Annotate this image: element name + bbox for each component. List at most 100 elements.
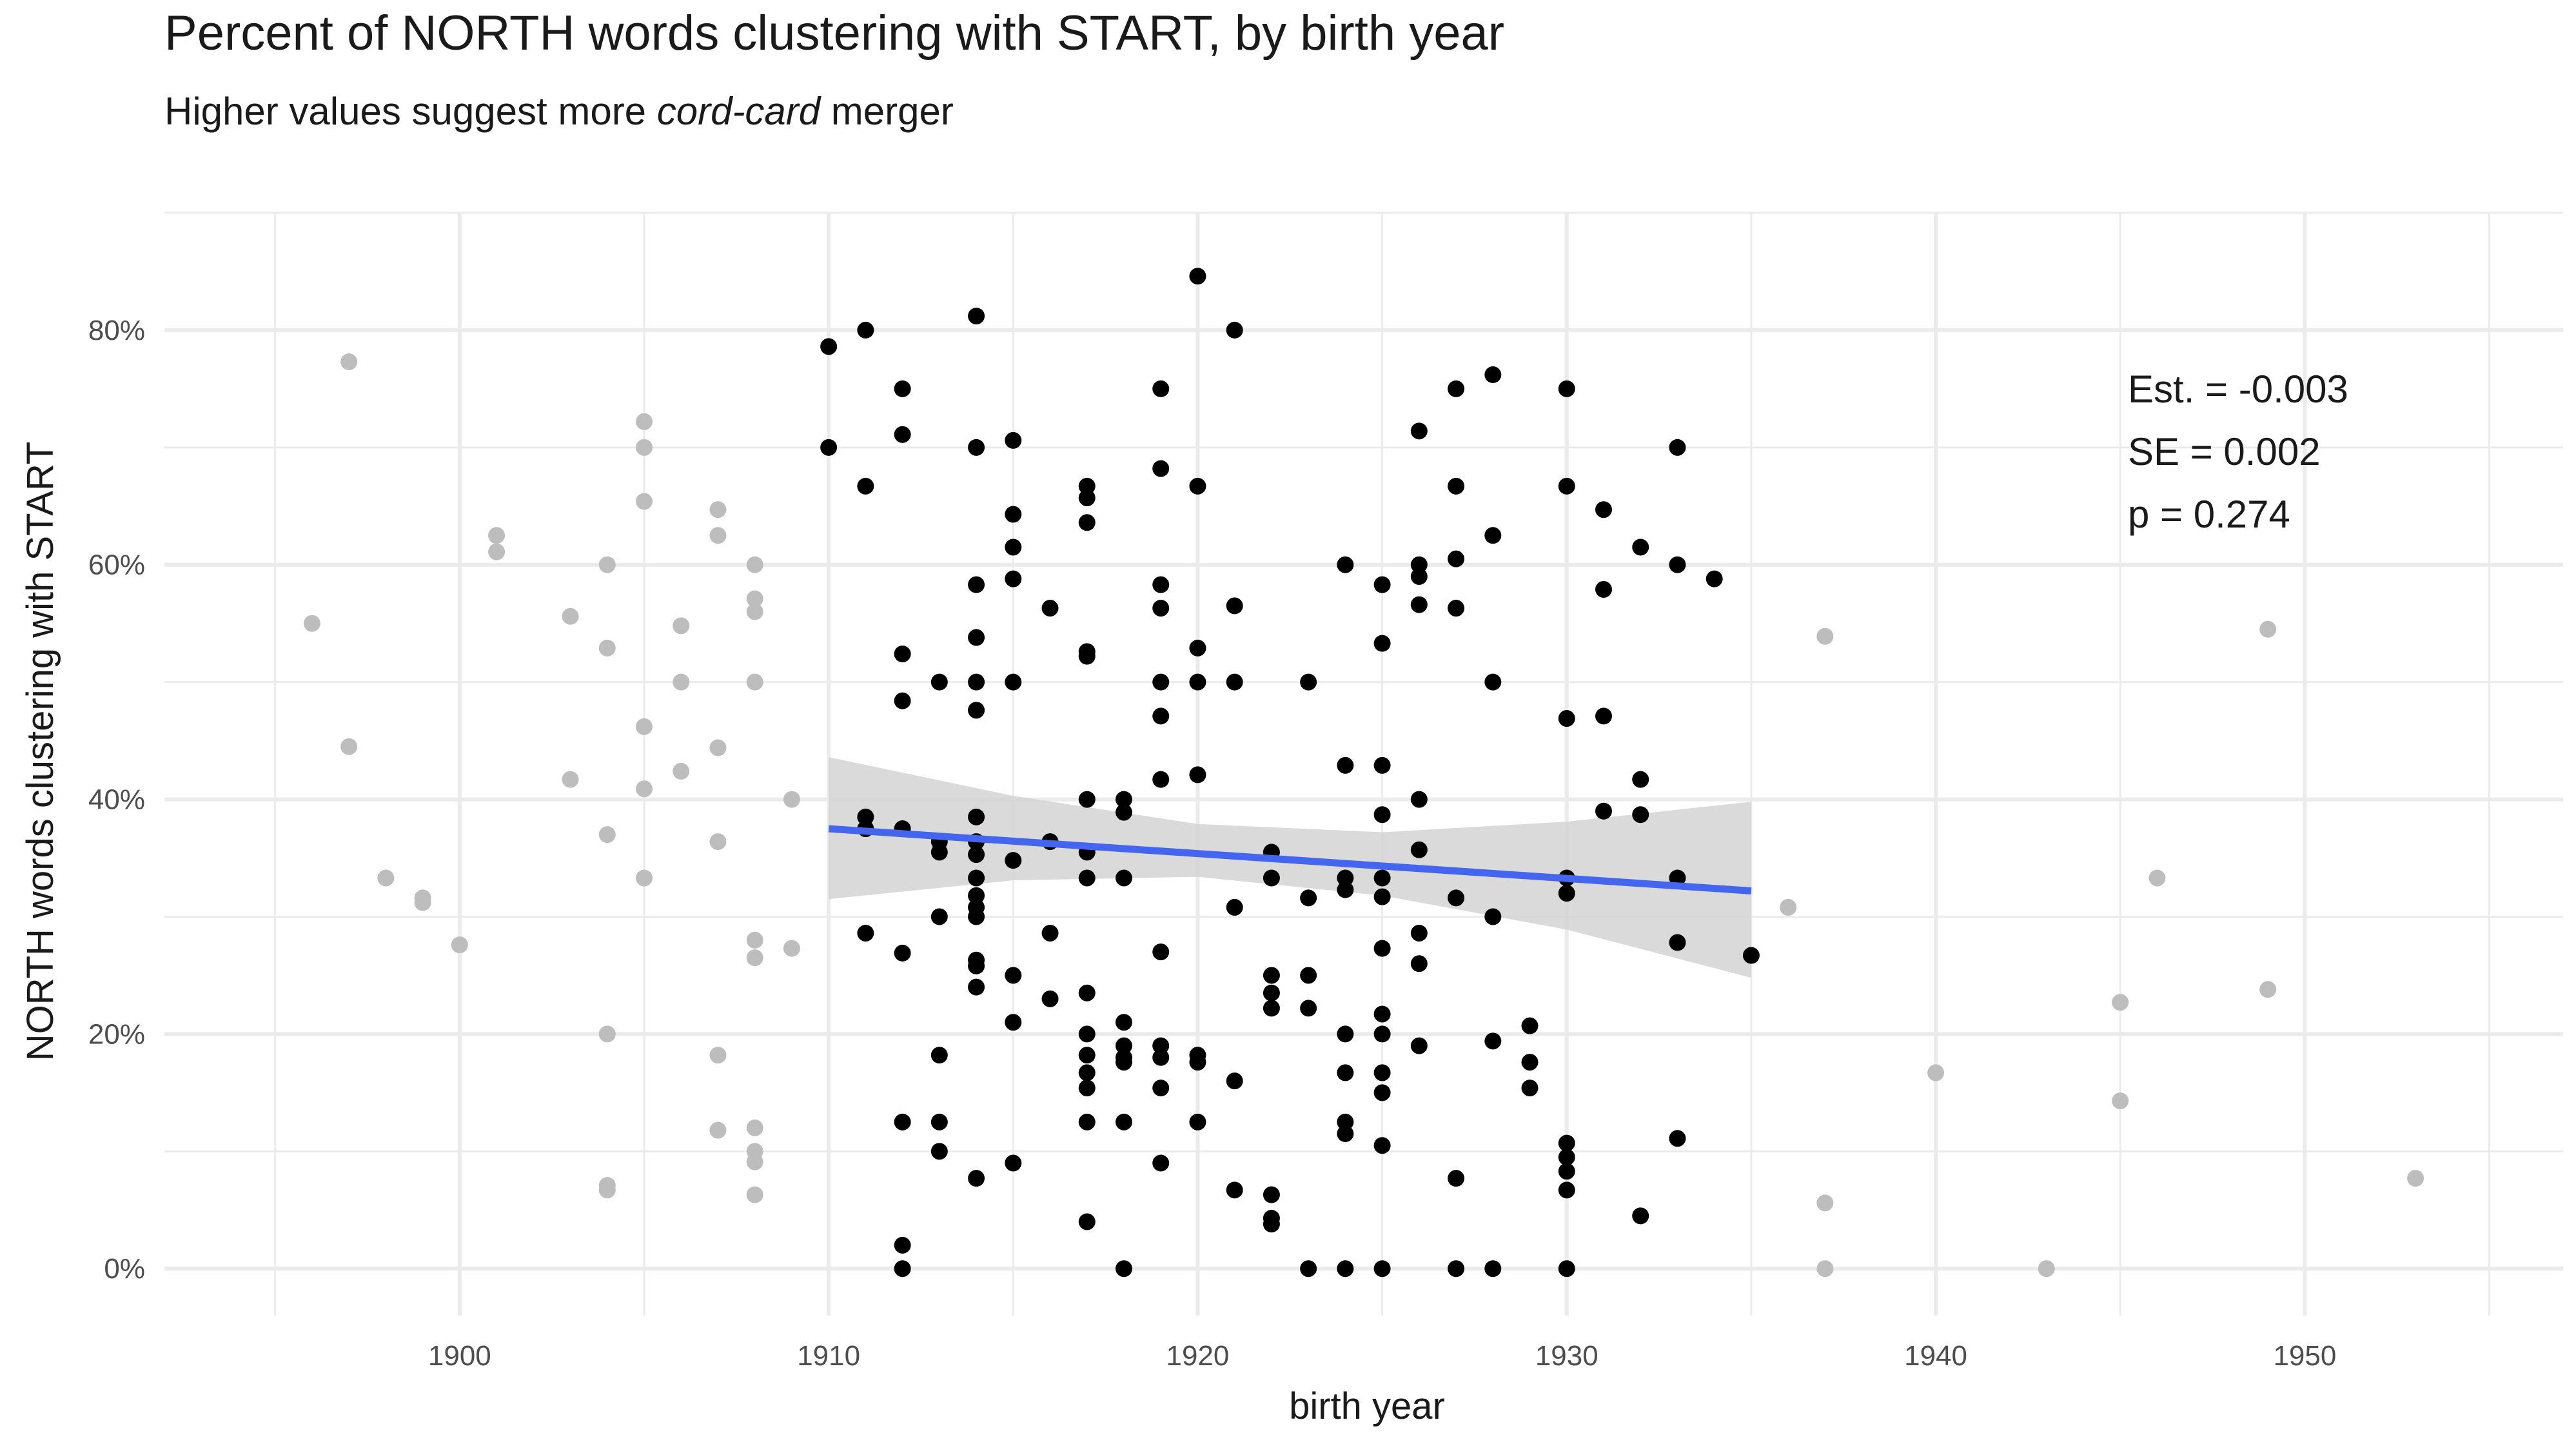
data-point [709,501,727,518]
data-point [1410,568,1428,585]
data-point [1558,477,1575,495]
data-point [968,673,985,691]
data-point [968,808,985,825]
data-point [303,615,320,632]
data-point [2407,1170,2424,1187]
y-axis-ticks: 0% 20% 40% 60% 80% [88,315,145,1285]
data-point [783,940,800,957]
data-point [488,527,506,544]
data-point [377,869,395,887]
grid-minor [164,212,2563,1316]
x-tick-label: 1940 [1904,1340,1967,1372]
data-point [1226,321,1243,339]
data-point [1448,1170,1465,1187]
data-point [1116,1260,1132,1278]
data-point [1410,924,1428,942]
data-point [1337,556,1354,573]
data-point [930,1113,948,1130]
data-point [1927,1064,1945,1081]
data-point [1041,600,1059,617]
data-point [1300,673,1317,691]
data-point [1632,806,1649,824]
y-tick-label: 0% [104,1253,145,1285]
data-point [1595,707,1612,725]
y-tick-label: 40% [88,784,145,816]
data-point [1558,710,1575,727]
data-point [636,869,653,887]
data-point [1152,707,1170,725]
data-point [1669,934,1686,951]
data-point [746,1186,763,1203]
data-point [1448,380,1465,397]
data-point [1152,576,1170,593]
data-point [1300,1260,1317,1278]
points-layer [303,268,2424,1278]
data-point [930,673,948,691]
data-point [746,673,763,691]
x-tick-label: 1910 [797,1340,860,1372]
x-tick-label: 1930 [1535,1340,1598,1372]
data-point [1558,1260,1575,1278]
data-point [894,1260,911,1278]
data-point [1410,841,1428,858]
data-point [1300,1000,1317,1017]
data-point [1410,955,1428,972]
data-point [1152,1037,1170,1054]
data-point [1373,1260,1391,1278]
data-point [1595,802,1612,820]
data-point [340,738,358,755]
data-point [562,607,579,625]
data-point [1078,1213,1096,1230]
data-point [488,543,506,560]
data-point [894,380,911,397]
data-point [820,439,838,456]
data-point [1448,889,1465,907]
data-point [1595,501,1612,518]
data-point [1410,791,1428,808]
data-point [1373,869,1391,887]
data-point [1410,556,1428,573]
data-point [1226,898,1243,916]
data-point [1373,940,1391,957]
data-point [598,639,616,656]
data-point [894,1236,911,1254]
data-point [1410,1037,1428,1054]
data-point [968,887,985,904]
data-point [1558,885,1575,902]
data-point [857,477,874,495]
data-point [1595,580,1612,598]
data-point [1448,1260,1465,1278]
chart-title: Percent of NORTH words clustering with S… [164,6,1505,61]
y-tick-label: 60% [88,549,145,581]
data-point [709,527,727,544]
data-point [1152,600,1170,617]
data-point [1669,439,1686,456]
data-point [2259,620,2277,638]
annotation-p-value: p = 0.274 [2128,493,2290,536]
data-point [1226,673,1243,691]
x-tick-label: 1920 [1166,1340,1230,1372]
data-point [1373,576,1391,593]
data-point [1116,869,1132,887]
x-tick-label: 1950 [2273,1340,2336,1372]
data-point [636,413,653,430]
y-tick-label: 20% [88,1018,145,1050]
data-point [1816,1194,1834,1212]
data-point [968,629,985,646]
data-point [598,1181,616,1199]
data-point [1373,756,1391,774]
data-point [930,1143,948,1160]
data-point [1078,1080,1096,1097]
data-point [1337,869,1354,887]
data-point [414,894,431,911]
data-point [968,576,985,593]
data-point [1337,1113,1354,1130]
data-point [1558,1149,1575,1166]
data-point [1005,570,1022,587]
data-point [1152,380,1170,397]
data-point [2148,869,2166,887]
data-point [1078,647,1096,665]
data-point [820,338,838,355]
data-point [1484,908,1502,925]
data-point [1300,889,1317,907]
